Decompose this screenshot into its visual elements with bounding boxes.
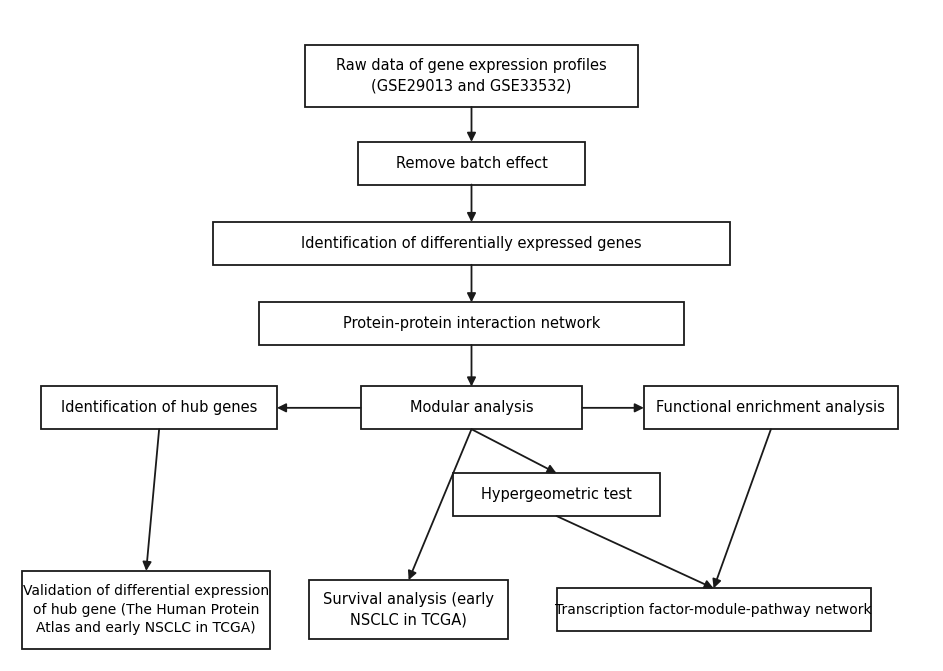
Text: Validation of differential expression
of hub gene (The Human Protein
Atlas and e: Validation of differential expression of… [24, 584, 270, 635]
FancyBboxPatch shape [213, 222, 730, 265]
Text: Protein-protein interaction network: Protein-protein interaction network [343, 316, 600, 331]
Text: Modular analysis: Modular analysis [409, 401, 534, 415]
Text: Raw data of gene expression profiles
(GSE29013 and GSE33532): Raw data of gene expression profiles (GS… [336, 58, 607, 93]
FancyBboxPatch shape [259, 303, 684, 345]
Text: Functional enrichment analysis: Functional enrichment analysis [656, 401, 885, 415]
FancyBboxPatch shape [453, 473, 660, 516]
FancyBboxPatch shape [360, 386, 583, 429]
Text: Transcription factor-module-pathway network: Transcription factor-module-pathway netw… [555, 603, 872, 617]
Text: Remove batch effect: Remove batch effect [395, 156, 548, 170]
FancyBboxPatch shape [41, 386, 277, 429]
FancyBboxPatch shape [23, 571, 270, 648]
Text: Hypergeometric test: Hypergeometric test [481, 487, 632, 502]
FancyBboxPatch shape [358, 142, 585, 185]
Text: Survival analysis (early
NSCLC in TCGA): Survival analysis (early NSCLC in TCGA) [323, 592, 494, 627]
Text: Identification of hub genes: Identification of hub genes [61, 401, 257, 415]
FancyBboxPatch shape [306, 44, 637, 107]
FancyBboxPatch shape [556, 588, 870, 631]
Text: Identification of differentially expressed genes: Identification of differentially express… [301, 236, 642, 251]
FancyBboxPatch shape [644, 386, 898, 429]
FancyBboxPatch shape [309, 580, 508, 639]
